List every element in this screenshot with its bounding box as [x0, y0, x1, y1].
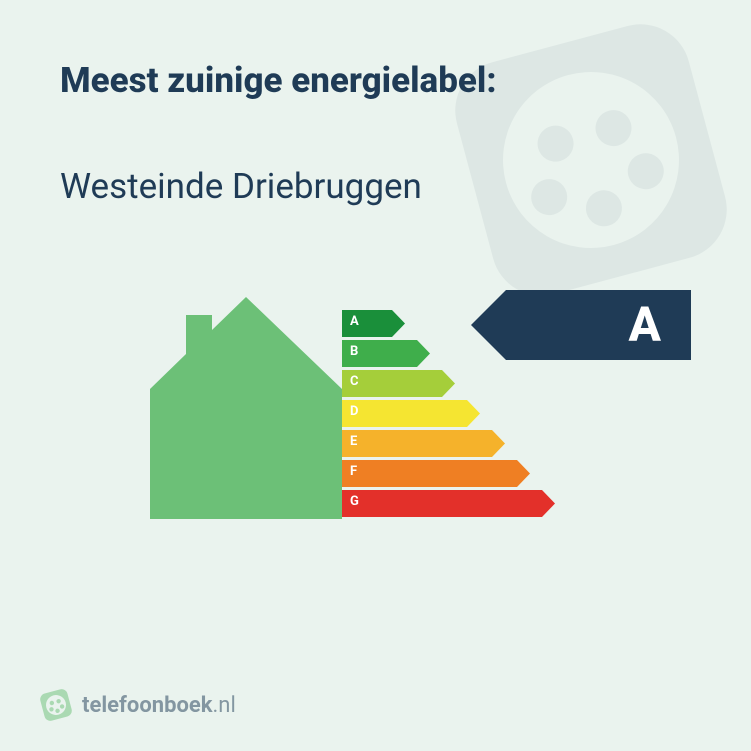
energy-bar [342, 430, 505, 457]
energy-bar-label: G [350, 494, 359, 509]
rating-badge: A [471, 290, 691, 360]
subtitle: Westeinde Driebruggen [60, 166, 691, 207]
title: Meest zuinige energielabel: [60, 60, 691, 101]
energy-bar-label: E [350, 434, 357, 449]
energy-bar-label: F [350, 464, 357, 479]
footer-brand-bold: telefoonboek [82, 693, 213, 718]
rating-letter: A [629, 296, 661, 353]
energy-diagram: ABCDEFG A [60, 297, 691, 527]
energy-bar-label: A [350, 314, 359, 329]
card-content: Meest zuinige energielabel: Westeinde Dr… [0, 0, 751, 751]
footer-logo-icon [40, 689, 72, 721]
energy-bar [342, 490, 555, 517]
house-icon [150, 297, 342, 526]
footer-brand-tld: .nl [213, 693, 236, 718]
energy-bar-label: D [350, 404, 358, 419]
footer: telefoonboek.nl [40, 689, 236, 721]
energy-bar-label: C [350, 374, 359, 389]
energy-bar-label: B [350, 344, 358, 359]
energy-bar [342, 460, 530, 487]
energy-bar [342, 400, 480, 427]
footer-brand: telefoonboek.nl [82, 693, 236, 718]
